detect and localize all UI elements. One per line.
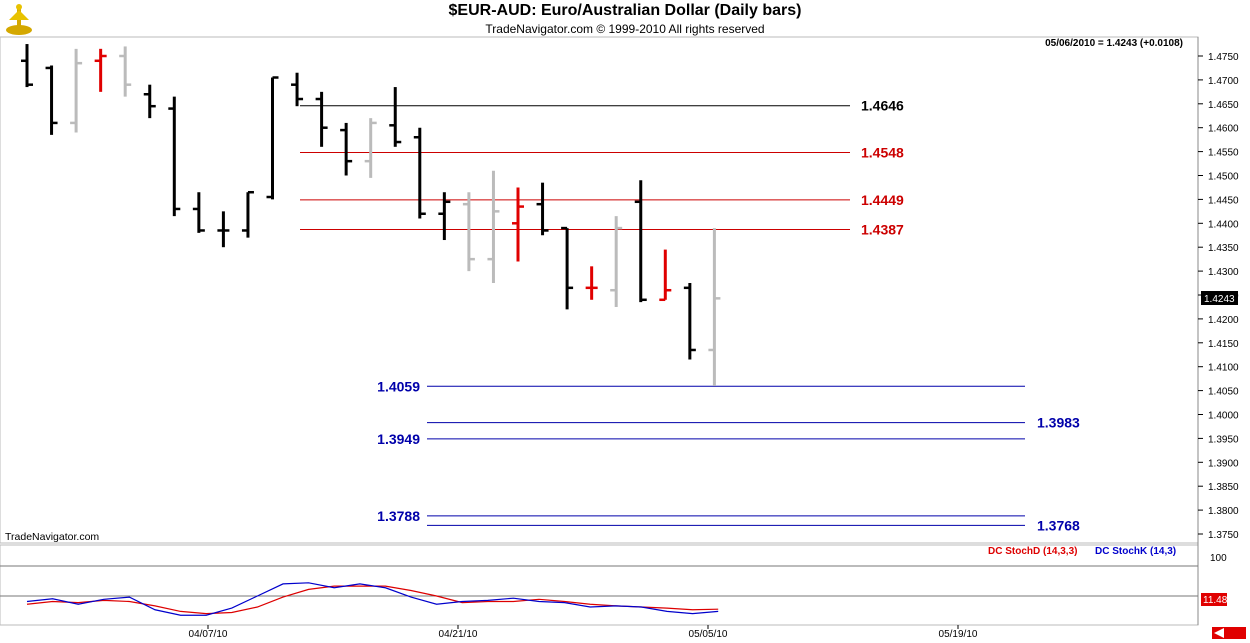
ohlc-bar: [340, 122, 353, 176]
price-tick-label: 1.3750: [1208, 530, 1239, 541]
price-tick-label: 1.3950: [1208, 434, 1239, 445]
price-tick-label: 1.4150: [1208, 339, 1239, 350]
legend-stochD: DC StochD (14,3,3): [988, 546, 1077, 557]
price-tick-label: 1.4200: [1208, 315, 1239, 326]
price-tick-label: 1.4750: [1208, 52, 1239, 63]
date-tick-label: 04/21/10: [439, 629, 478, 640]
stoch-panel-frame: [0, 544, 1199, 626]
ohlc-bars: [21, 44, 721, 386]
ohlc-bar: [315, 91, 328, 147]
ohlc-bar: [585, 266, 598, 300]
ohlc-bar: [45, 65, 58, 135]
stochD-line: [26, 585, 719, 615]
price-axis: 1.4750 1.4700 1.4650 1.4600 1.4550 1.4500 1.44…: [1198, 52, 1239, 541]
level-label-1.3788: 1.3788: [377, 508, 420, 524]
price-tick-label: 1.4300: [1208, 267, 1239, 278]
chart-subtitle: TradeNavigator.com © 1999-2010 All right…: [485, 22, 765, 36]
last-info: 05/06/2010 = 1.4243 (+0.0108): [1045, 38, 1183, 49]
ohlc-bar: [413, 127, 426, 219]
ohlc-bar: [364, 118, 377, 178]
ohlc-bar: [610, 216, 623, 307]
chart-title: $EUR-AUD: Euro/Australian Dollar (Daily …: [448, 2, 802, 19]
trade-navigator-logo: [4, 2, 34, 36]
price-tick-label: 1.3850: [1208, 482, 1239, 493]
ohlc-bar: [217, 211, 230, 248]
ohlc-bar: [512, 187, 524, 262]
date-axis: 04/07/10 04/21/10 05/05/10 05/19/10: [189, 625, 978, 640]
date-tick-label: 05/19/10: [939, 629, 978, 640]
ohlc-bar: [21, 44, 33, 88]
price-tick-label: 1.4050: [1208, 387, 1239, 398]
date-tick-label: 05/05/10: [689, 629, 728, 640]
ohlc-bar: [192, 192, 205, 233]
ohlc-bar: [462, 192, 475, 272]
price-tick-label: 1.4450: [1208, 195, 1239, 206]
price-panel-frame: [0, 36, 1199, 544]
price-levels: 1.4646 1.4548 1.4449 1.4387 1.4059 1.3983 1.39…: [300, 98, 1080, 533]
ohlc-bar: [487, 170, 500, 284]
ohlc-bar: [438, 192, 451, 241]
ohlc-bar: [241, 190, 254, 238]
stoch-last-box: [1201, 593, 1227, 606]
price-tick-label: 1.4000: [1208, 411, 1239, 422]
stochK-line: [26, 582, 719, 616]
ohlc-bar: [70, 48, 83, 133]
price-tick-label: 1.3800: [1208, 506, 1239, 517]
level-label-1.3949: 1.3949: [377, 431, 420, 447]
ohlc-bar: [143, 84, 156, 119]
level-label-1.3983: 1.3983: [1037, 415, 1080, 431]
legend-stochK: DC StochK (14,3): [1095, 546, 1176, 557]
ohlc-bar: [119, 46, 132, 97]
price-tick-label: 1.4400: [1208, 219, 1239, 230]
stoch-last-label: 11.48: [1203, 595, 1228, 606]
level-label-1.4548: 1.4548: [861, 145, 904, 161]
price-tick-label: 1.4600: [1208, 124, 1239, 135]
price-tick-label: 1.3900: [1208, 458, 1239, 469]
ohlc-bar: [291, 72, 304, 107]
level-label-1.3768: 1.3768: [1037, 517, 1080, 533]
price-tick-label: 1.4500: [1208, 172, 1239, 183]
price-tick-label: 1.4100: [1208, 363, 1239, 374]
ohlc-bar: [266, 76, 279, 200]
ohlc-bar: [708, 228, 721, 386]
scroll-left-arrow-icon[interactable]: [1212, 627, 1246, 639]
price-tick-label: 1.4350: [1208, 243, 1239, 254]
price-tick-label: 1.4550: [1208, 148, 1239, 159]
ohlc-bar: [634, 180, 647, 303]
last-price-box: [1201, 291, 1238, 305]
ohlc-bar: [536, 182, 549, 236]
ohlc-bar: [659, 249, 672, 302]
watermark: TradeNavigator.com: [5, 531, 99, 543]
level-label-1.4387: 1.4387: [861, 222, 904, 238]
price-tick-label: 1.4650: [1208, 100, 1239, 111]
date-tick-label: 04/07/10: [189, 629, 228, 640]
level-label-1.4449: 1.4449: [861, 192, 904, 208]
ohlc-bar: [389, 87, 402, 147]
level-label-1.4646: 1.4646: [861, 98, 904, 114]
price-tick-label: 1.4700: [1208, 76, 1239, 87]
ohlc-bar: [168, 96, 181, 217]
level-label-1.4059: 1.4059: [377, 378, 420, 394]
stoch-tick-100: 100: [1210, 553, 1227, 564]
last-price-label: 1.4243: [1204, 294, 1235, 305]
ohlc-bar: [683, 283, 696, 360]
ohlc-bar: [561, 226, 574, 310]
ohlc-bar: [94, 48, 107, 92]
